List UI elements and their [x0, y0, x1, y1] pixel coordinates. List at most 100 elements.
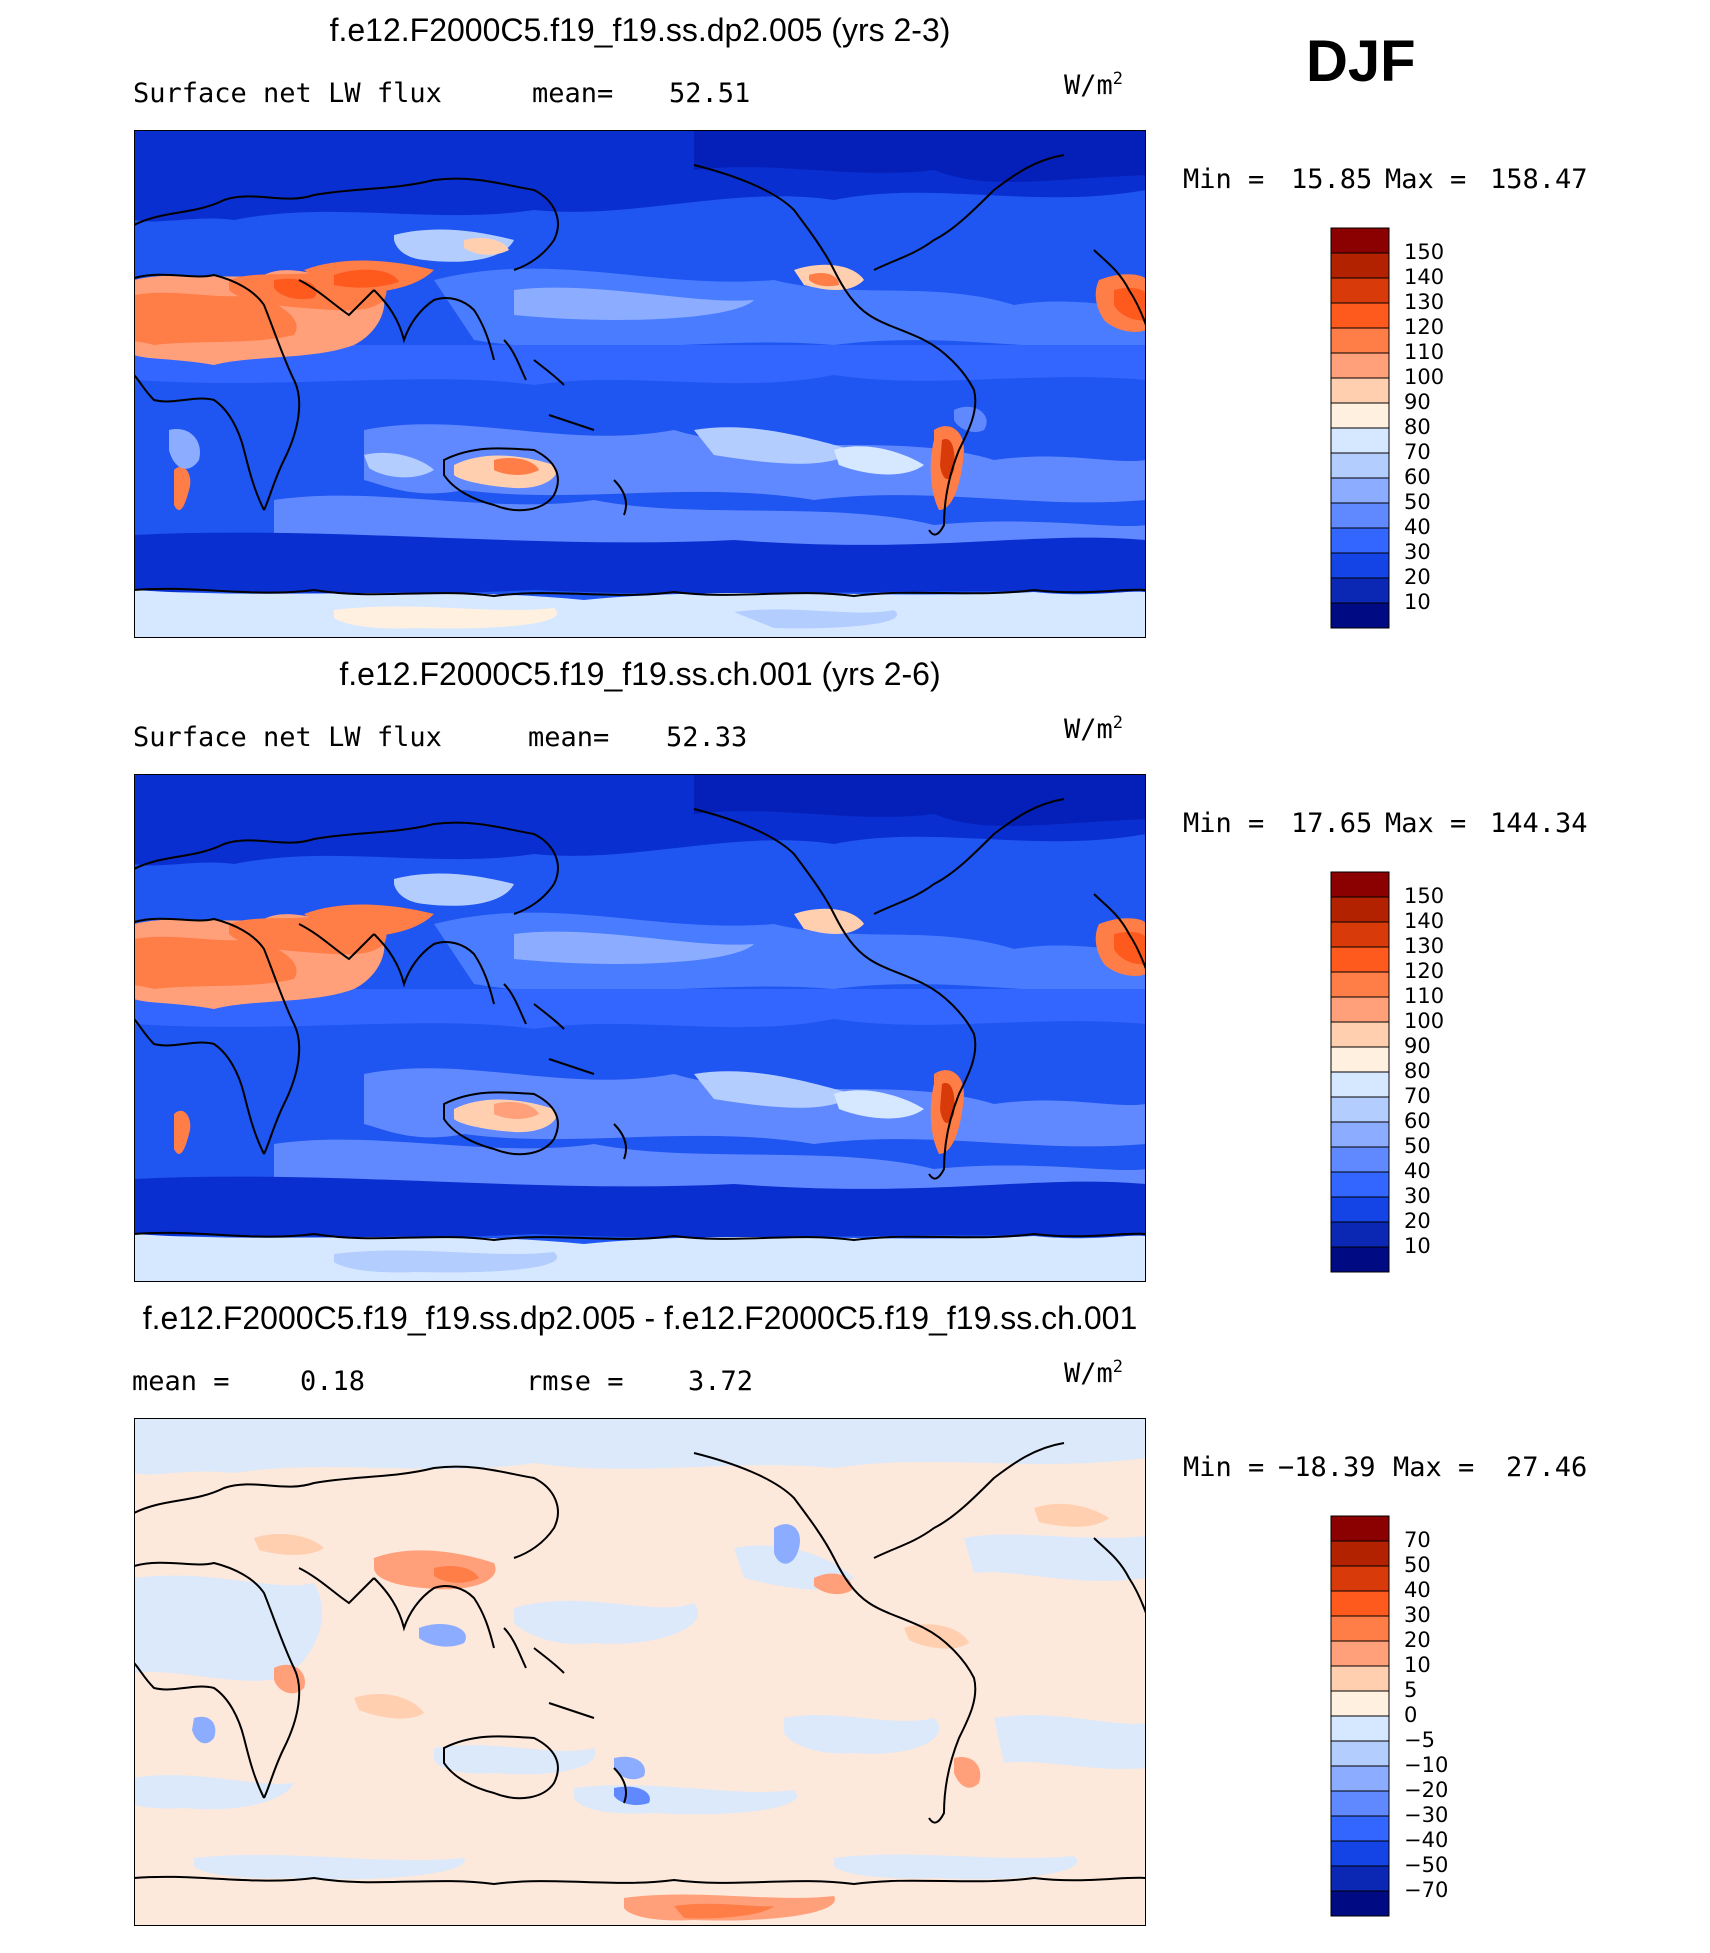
panel3-colorbar-label: 20 — [1404, 1628, 1431, 1652]
panel1-colorbar-swatch — [1330, 427, 1390, 454]
panel2-colorbar-swatch — [1330, 996, 1390, 1023]
panel3-map — [134, 1418, 1146, 1926]
panel3-colorbar-swatch — [1330, 1740, 1390, 1767]
panel3-colorbar-label: −70 — [1404, 1878, 1449, 1902]
panel3-colorbar-label: 0 — [1404, 1703, 1418, 1727]
panel2-colorbar — [1330, 871, 1390, 1273]
panel2-colorbar-swatch — [1330, 1121, 1390, 1148]
panel1-colorbar-swatch — [1330, 252, 1390, 279]
panel2-colorbar-label: 10 — [1404, 1234, 1431, 1258]
panel1-colorbar-swatch — [1330, 227, 1390, 254]
panel3-colorbar-labels: 70 50 40 30 20 10 5 0 −5 −10 −20 −30 −40 −50 −70 — [1404, 1528, 1448, 1903]
panel1-colorbar-swatches — [1330, 227, 1390, 629]
panel1-colorbar-label: 130 — [1404, 290, 1445, 314]
panel3-colorbar-swatch — [1330, 1790, 1390, 1817]
panel2-variable-label: Surface net LW flux — [133, 722, 442, 753]
panel3-colorbar-swatch — [1330, 1840, 1390, 1867]
panel1-colorbar-label: 30 — [1404, 540, 1431, 564]
panel2-contour-map — [134, 774, 1146, 1282]
panel3-colorbar-swatch — [1330, 1640, 1390, 1667]
panel1-colorbar-label: 150 — [1404, 240, 1445, 264]
panel2-colorbar-label: 30 — [1404, 1184, 1431, 1208]
panel2-colorbar-swatch — [1330, 896, 1390, 923]
panel1-min-label: Min = — [1183, 164, 1265, 195]
panel2-colorbar-swatch — [1330, 1196, 1390, 1223]
panel1-max-label: Max = — [1385, 164, 1467, 195]
season-label: DJF — [1306, 29, 1416, 94]
panel2-colorbar-swatch — [1330, 1171, 1390, 1198]
panel1-variable-label: Surface net LW flux — [133, 78, 442, 109]
panel1-colorbar-swatch — [1330, 352, 1390, 379]
panel1-max-value: 158.47 — [1490, 164, 1588, 195]
panel1-colorbar-swatch — [1330, 302, 1390, 329]
panel3-colorbar-swatch — [1330, 1515, 1390, 1542]
panel3-colorbar-swatch — [1330, 1815, 1390, 1842]
panel1-colorbar-label: 110 — [1404, 340, 1445, 364]
panel1-colorbar-swatch — [1330, 402, 1390, 429]
panel1-colorbar-label: 50 — [1404, 490, 1431, 514]
panel2-mean-label: mean= — [528, 722, 610, 753]
panel3-colorbar-label: −10 — [1404, 1753, 1449, 1777]
panel2-colorbar-label: 100 — [1404, 1009, 1445, 1033]
panel3-colorbar — [1330, 1515, 1390, 1917]
panel3-colorbar-label: 40 — [1404, 1578, 1431, 1602]
panel1-units: W/m2 — [1064, 69, 1124, 101]
panel3-colorbar-swatches — [1330, 1515, 1390, 1917]
panel1-contour-map — [134, 130, 1146, 638]
panel2-min-value: 17.65 — [1291, 808, 1373, 839]
panel3-title: f.e12.F2000C5.f19_f19.ss.dp2.005 - f.e12… — [142, 1300, 1138, 1336]
panel2-colorbar-swatches — [1330, 871, 1390, 1273]
panel3-contour-map — [134, 1418, 1146, 1926]
panel3-mean-label: mean = — [132, 1366, 230, 1397]
panel1-colorbar-swatch — [1330, 477, 1390, 504]
panel3-max-label: Max = — [1393, 1452, 1475, 1483]
panel3-colorbar-label: −40 — [1404, 1828, 1449, 1852]
panel3-colorbar-swatch — [1330, 1590, 1390, 1617]
panel2-colorbar-swatch — [1330, 1146, 1390, 1173]
panel1-colorbar-label: 40 — [1404, 515, 1431, 539]
panel1-mean-value: 52.51 — [669, 78, 751, 109]
panel2-colorbar-label: 120 — [1404, 959, 1445, 983]
panel1-mean-label: mean= — [532, 78, 614, 109]
panel1-colorbar-label: 70 — [1404, 440, 1431, 464]
panel3-colorbar-label: 30 — [1404, 1603, 1431, 1627]
panel3-rmse-label: rmse = — [526, 1366, 624, 1397]
panel3-max-value: 27.46 — [1506, 1452, 1588, 1483]
panel1-colorbar-swatch — [1330, 452, 1390, 479]
panel1-title: f.e12.F2000C5.f19_f19.ss.dp2.005 (yrs 2-… — [329, 12, 951, 48]
panel3-units: W/m2 — [1064, 1357, 1124, 1389]
panel3-colorbar-swatch — [1330, 1615, 1390, 1642]
panel1-colorbar-swatch — [1330, 277, 1390, 304]
panel1-min-value: 15.85 — [1291, 164, 1373, 195]
panel2-colorbar-label: 60 — [1404, 1109, 1431, 1133]
panel2-colorbar-swatch — [1330, 921, 1390, 948]
panel2-colorbar-swatch — [1330, 946, 1390, 973]
panel2-min-label: Min = — [1183, 808, 1265, 839]
panel3-mean-value: 0.18 — [300, 1366, 366, 1397]
panel2-max-label: Max = — [1385, 808, 1467, 839]
panel1-colorbar-label: 60 — [1404, 465, 1431, 489]
panel3-colorbar-swatch — [1330, 1665, 1390, 1692]
panel3-min-value: −18.39 — [1278, 1452, 1376, 1483]
panel3-colorbar-swatch — [1330, 1540, 1390, 1567]
panel1-colorbar — [1330, 227, 1390, 629]
panel2-colorbar-label: 140 — [1404, 909, 1445, 933]
panel2-colorbar-swatch — [1330, 1221, 1390, 1248]
panel1-colorbar-swatch — [1330, 602, 1390, 629]
panel1-colorbar-label: 100 — [1404, 365, 1445, 389]
panel2-colorbar-label: 90 — [1404, 1034, 1431, 1058]
panel3-colorbar-label: −30 — [1404, 1803, 1449, 1827]
panel3-colorbar-swatch — [1330, 1765, 1390, 1792]
panel1-colorbar-swatch — [1330, 552, 1390, 579]
panel2-colorbar-swatch — [1330, 1096, 1390, 1123]
panel1-colorbar-label: 20 — [1404, 565, 1431, 589]
panel3-min-label: Min = — [1183, 1452, 1265, 1483]
panel3-colorbar-swatch — [1330, 1690, 1390, 1717]
panel2-colorbar-swatch — [1330, 1046, 1390, 1073]
panel3-colorbar-swatch — [1330, 1565, 1390, 1592]
panel3-colorbar-swatch — [1330, 1865, 1390, 1892]
panel2-title: f.e12.F2000C5.f19_f19.ss.ch.001 (yrs 2-6… — [339, 656, 941, 692]
panel2-colorbar-swatch — [1330, 871, 1390, 898]
panel2-units: W/m2 — [1064, 713, 1124, 745]
panel1-colorbar-swatch — [1330, 527, 1390, 554]
